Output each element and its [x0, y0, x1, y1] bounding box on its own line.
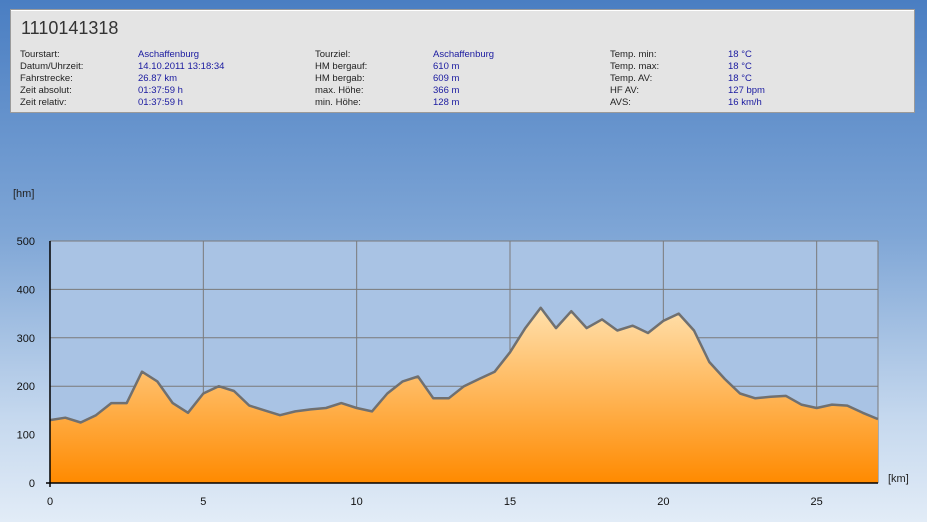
- tick-labels: 0 100 200 300 400 500 0 5 10 15 20 25: [17, 236, 823, 508]
- y-tick-label: 300: [17, 333, 35, 345]
- value-tourziel: Aschaffenburg: [433, 49, 495, 60]
- y-tick-label: 0: [29, 478, 35, 490]
- value-min-hoehe: 128 m: [433, 97, 460, 108]
- value-temp-max: 18 °C: [728, 61, 752, 72]
- x-tick-label: 25: [811, 496, 823, 508]
- x-axis-unit: [km]: [888, 473, 909, 485]
- value-zeit-absolut: 01:37:59 h: [138, 85, 183, 96]
- info-column-stats: Temp. min: Temp. max: Temp. AV: HF AV: A…: [610, 49, 659, 109]
- info-column-start: Tourstart: Datum/Uhrzeit: Fahrstrecke: Z…: [20, 49, 83, 109]
- value-datum: 14.10.2011 13:18:34: [138, 61, 225, 72]
- value-hm-bergab: 609 m: [433, 73, 460, 84]
- x-tick-label: 0: [47, 496, 53, 508]
- value-avs: 16 km/h: [728, 97, 762, 108]
- x-tick-label: 10: [351, 496, 363, 508]
- label-zeit-absolut: Zeit absolut:: [20, 85, 72, 96]
- info-column-stats-values: 18 °C 18 °C 18 °C 127 bpm 16 km/h: [728, 49, 765, 109]
- label-datum: Datum/Uhrzeit:: [20, 61, 84, 72]
- label-temp-max: Temp. max:: [610, 61, 660, 72]
- y-tick-label: 500: [17, 236, 35, 248]
- label-min-hoehe: min. Höhe:: [315, 97, 361, 108]
- value-fahrstrecke: 26.87 km: [138, 73, 178, 84]
- value-tourstart: Aschaffenburg: [138, 49, 200, 60]
- tour-title: 1110141318: [21, 18, 119, 38]
- label-tourstart: Tourstart:: [20, 49, 60, 60]
- label-hm-bergab: HM bergab:: [315, 73, 365, 84]
- value-zeit-relativ: 01:37:59 h: [138, 97, 183, 108]
- axes: [46, 241, 878, 487]
- x-tick-label: 5: [200, 496, 206, 508]
- info-column-end: Tourziel: HM bergauf: HM bergab: max. Hö…: [315, 49, 367, 109]
- elevation-line: [49, 306, 879, 424]
- y-axis-unit: [hm]: [13, 188, 34, 200]
- x-tick-label: 20: [657, 496, 669, 508]
- y-tick-label: 100: [17, 430, 35, 442]
- value-hm-bergauf: 610 m: [433, 61, 460, 72]
- label-temp-av: Temp. AV:: [610, 73, 653, 84]
- elevation-area: [50, 307, 878, 483]
- label-avs: AVS:: [610, 97, 631, 108]
- value-temp-min: 18 °C: [728, 49, 752, 60]
- y-tick-label: 200: [17, 381, 35, 393]
- label-hf-av: HF AV:: [610, 85, 640, 96]
- label-temp-min: Temp. min:: [610, 49, 657, 60]
- value-temp-av: 18 °C: [728, 73, 752, 84]
- label-hm-bergauf: HM bergauf:: [315, 61, 368, 72]
- label-zeit-relativ: Zeit relativ:: [20, 97, 67, 108]
- y-tick-label: 400: [17, 284, 35, 296]
- value-hf-av: 127 bpm: [728, 85, 765, 96]
- tour-info-panel: 1110141318 Tourstart: Datum/Uhrzeit: Fah…: [10, 9, 915, 113]
- label-tourziel: Tourziel:: [315, 49, 351, 60]
- info-column-start-values: Aschaffenburg 14.10.2011 13:18:34 26.87 …: [138, 49, 224, 109]
- x-tick-label: 15: [504, 496, 516, 508]
- label-max-hoehe: max. Höhe:: [315, 85, 364, 96]
- value-max-hoehe: 366 m: [433, 85, 460, 96]
- label-fahrstrecke: Fahrstrecke:: [20, 73, 73, 84]
- info-column-end-values: Aschaffenburg 610 m 609 m 366 m 128 m: [433, 49, 494, 109]
